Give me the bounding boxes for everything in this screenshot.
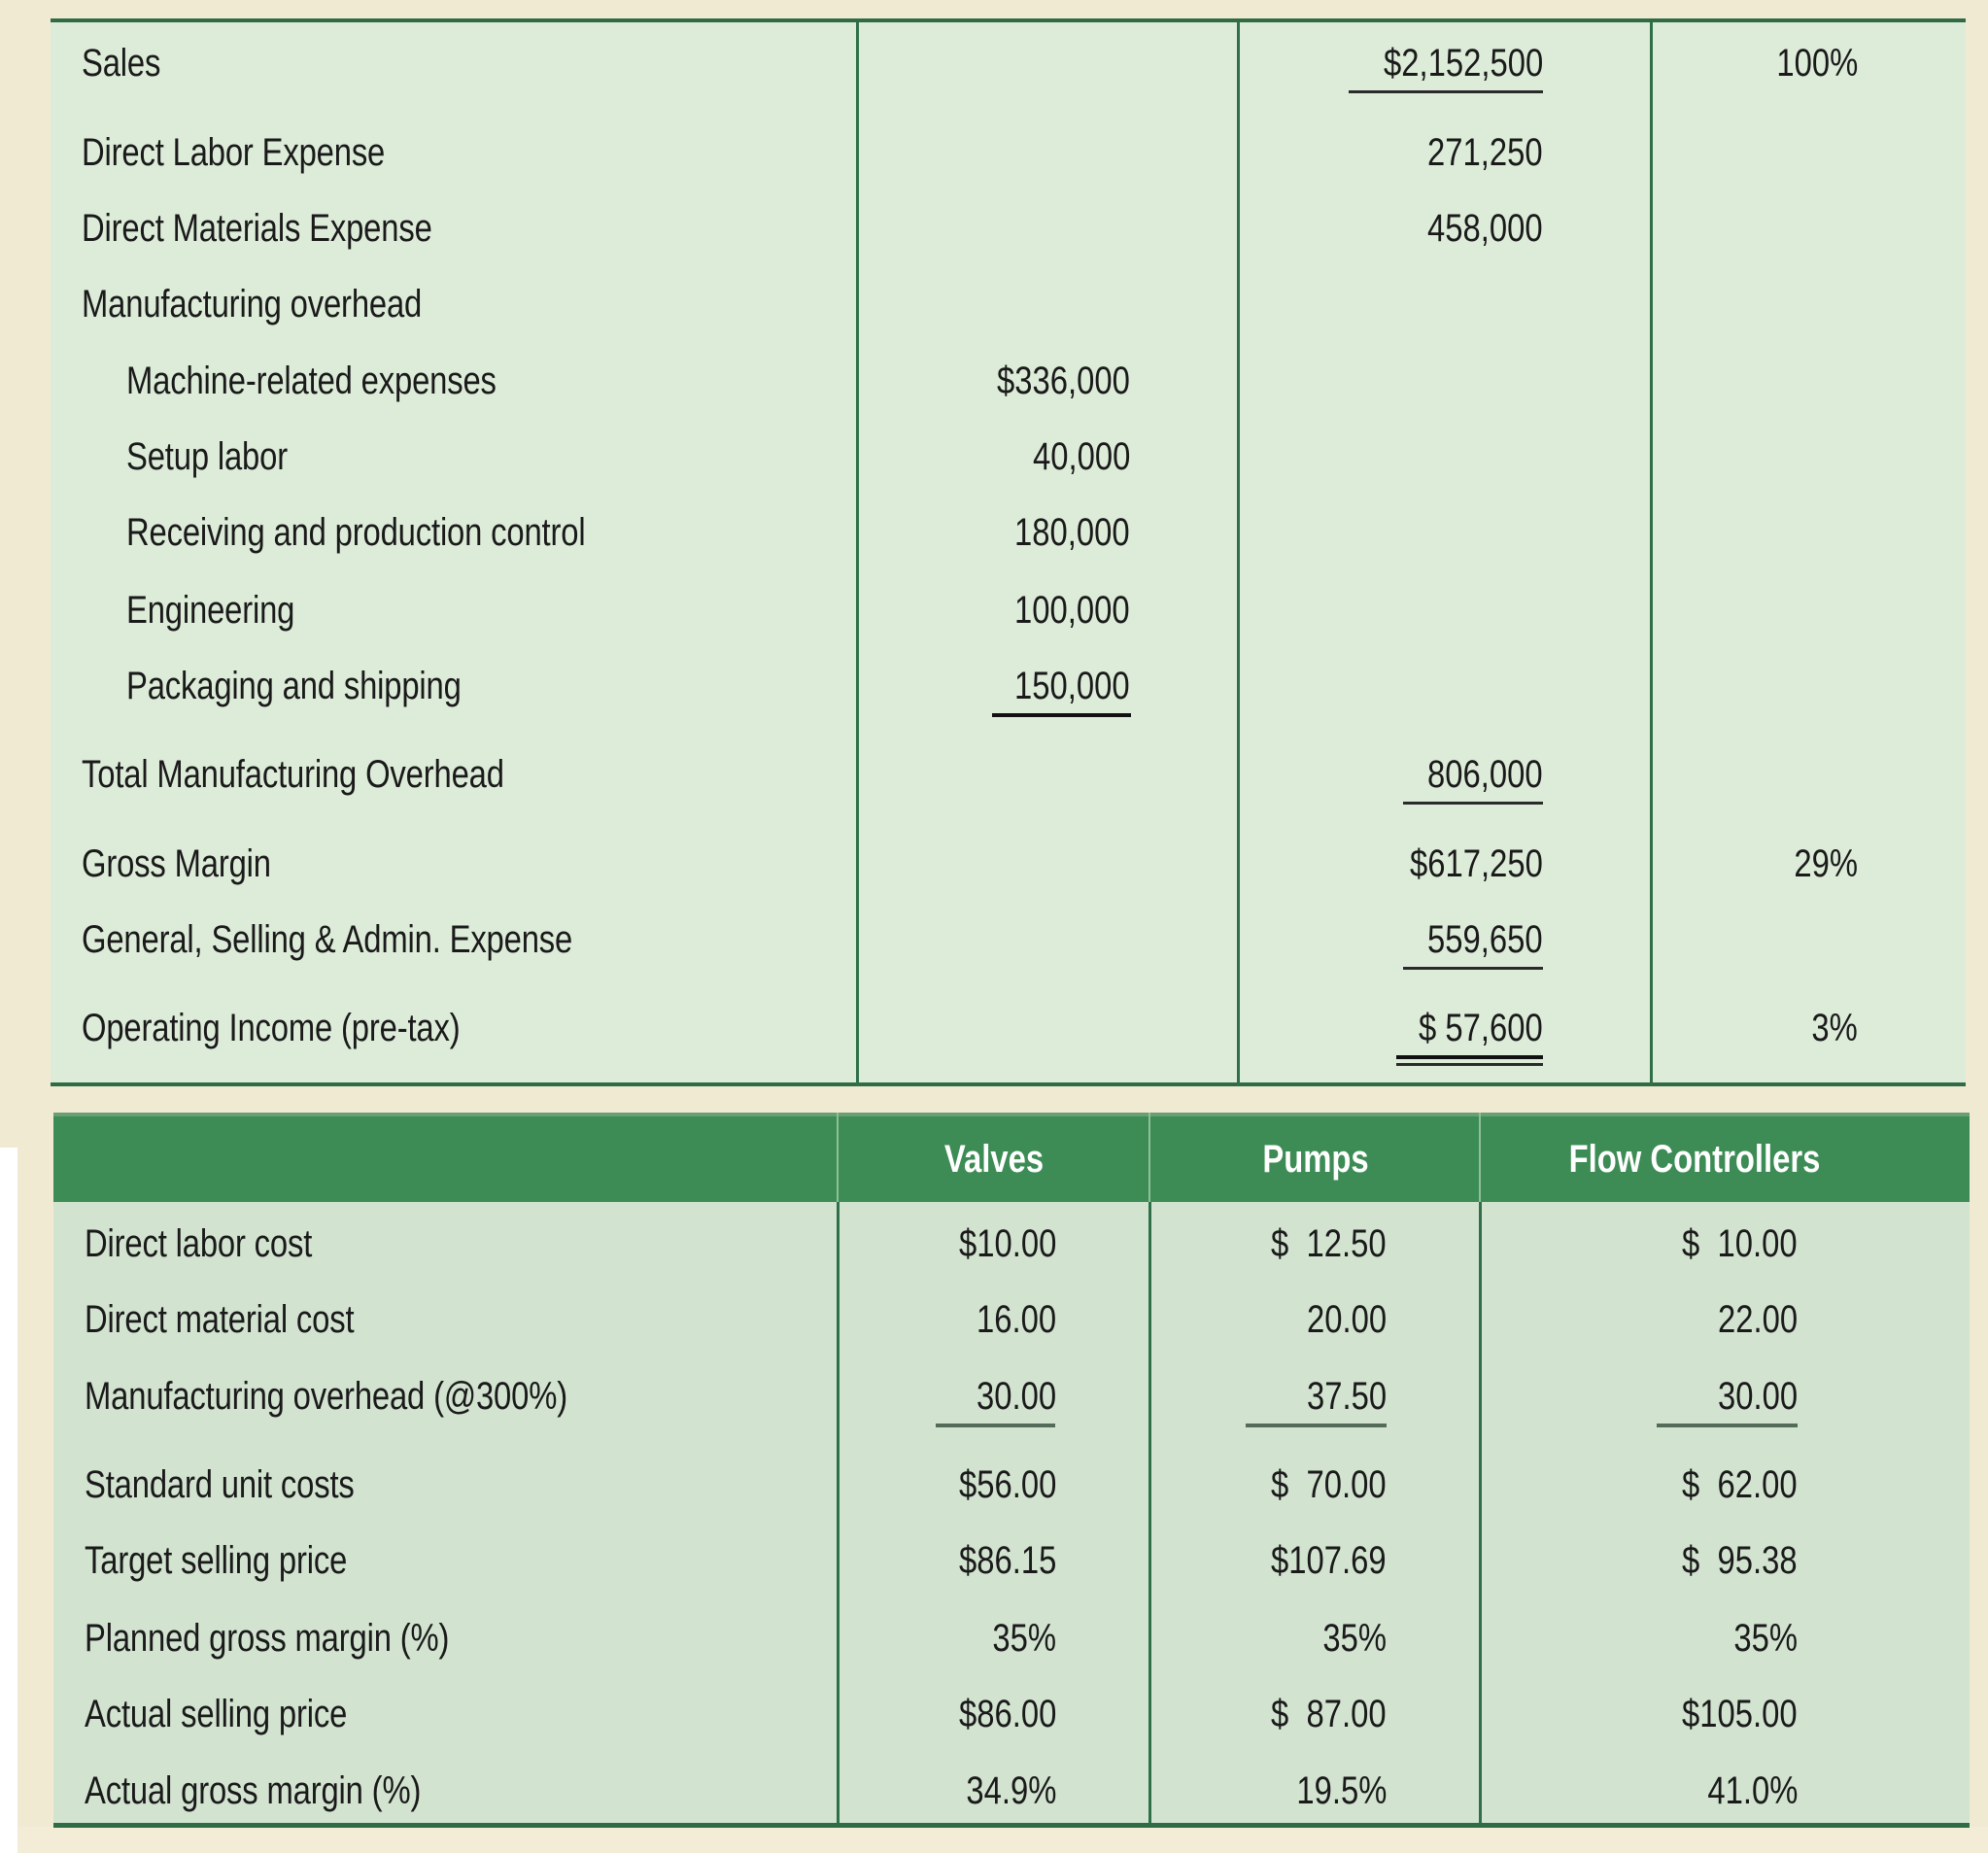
- flow-direct-material: 22.00: [1717, 1298, 1798, 1341]
- row-label-sales: Sales: [82, 42, 161, 85]
- amount-direct-materials: 458,000: [1427, 207, 1543, 250]
- double-underline-top: [1396, 1055, 1543, 1059]
- column-divider: [1650, 22, 1653, 1086]
- header-divider: [837, 1113, 839, 1202]
- header-divider: [1479, 1113, 1481, 1202]
- row-label-manufacturing-overhead: Manufacturing overhead: [82, 283, 423, 326]
- row-label-machine-related: Machine-related expenses: [126, 360, 497, 402]
- column-divider: [837, 1202, 840, 1823]
- row-label-actual-gross-margin: Actual gross margin (%): [85, 1769, 422, 1812]
- percent-operating-income: 3%: [1811, 1007, 1858, 1049]
- amount-operating-income: $ 57,600: [1419, 1007, 1543, 1049]
- row-label-actual-selling-price: Actual selling price: [85, 1693, 348, 1735]
- row-label-manufacturing-overhead: Manufacturing overhead (@300%): [85, 1375, 567, 1418]
- header-divider: [1148, 1113, 1150, 1202]
- amount-total-overhead: 806,000: [1427, 753, 1543, 796]
- detail-receiving: 180,000: [1014, 511, 1130, 554]
- page-margin: [0, 1148, 17, 1853]
- table-header: Valves Pumps Flow Controllers: [53, 1113, 1970, 1202]
- income-statement-table: Sales Direct Labor Expense Direct Materi…: [51, 18, 1966, 1086]
- amount-direct-labor: 271,250: [1427, 131, 1543, 174]
- row-label-total-overhead: Total Manufacturing Overhead: [82, 753, 504, 796]
- unit-cost-table: Valves Pumps Flow Controllers Direct lab…: [53, 1113, 1970, 1828]
- pumps-actual-price: $ 87.00: [1271, 1693, 1387, 1735]
- row-label-direct-material-cost: Direct material cost: [85, 1298, 355, 1341]
- row-label-gross-margin: Gross Margin: [82, 842, 271, 885]
- flow-overhead: 30.00: [1717, 1375, 1798, 1418]
- header-pumps: Pumps: [1262, 1138, 1369, 1181]
- flow-planned-margin: 35%: [1733, 1617, 1798, 1660]
- row-label-gsa-expense: General, Selling & Admin. Expense: [82, 918, 573, 961]
- page-margin-bottom: [17, 1827, 1988, 1853]
- percent-gross-margin: 29%: [1794, 842, 1858, 885]
- pumps-target-price: $107.69: [1271, 1539, 1387, 1582]
- column-divider: [1479, 1202, 1482, 1823]
- row-label-packaging: Packaging and shipping: [126, 665, 462, 707]
- gsa-underline: [1403, 967, 1543, 970]
- header-valves: Valves: [943, 1138, 1045, 1181]
- pumps-subtotal-underline: [1246, 1424, 1387, 1427]
- percent-sales: 100%: [1776, 42, 1858, 85]
- pumps-planned-margin: 35%: [1322, 1617, 1387, 1660]
- row-label-target-selling-price: Target selling price: [85, 1539, 348, 1582]
- row-label-direct-labor-cost: Direct labor cost: [85, 1222, 313, 1265]
- row-label-standard-unit-costs: Standard unit costs: [85, 1463, 355, 1506]
- row-label-setup-labor: Setup labor: [126, 435, 288, 478]
- flow-direct-labor: $ 10.00: [1682, 1222, 1798, 1265]
- detail-machine-related: $336,000: [997, 360, 1130, 402]
- valves-standard-cost: $56.00: [958, 1463, 1056, 1506]
- double-underline-bottom: [1396, 1063, 1543, 1066]
- row-label-receiving: Receiving and production control: [126, 511, 586, 554]
- detail-packaging: 150,000: [1014, 665, 1130, 707]
- row-label-direct-labor: Direct Labor Expense: [82, 131, 386, 174]
- valves-planned-margin: 35%: [992, 1617, 1056, 1660]
- valves-actual-price: $86.00: [958, 1693, 1056, 1735]
- subtotal-underline: [992, 713, 1131, 717]
- column-divider: [856, 22, 859, 1086]
- flow-subtotal-underline: [1657, 1424, 1798, 1427]
- flow-actual-price: $105.00: [1682, 1693, 1798, 1735]
- detail-setup-labor: 40,000: [1032, 435, 1130, 478]
- pumps-direct-labor: $ 12.50: [1271, 1222, 1387, 1265]
- pumps-overhead: 37.50: [1306, 1375, 1387, 1418]
- detail-engineering: 100,000: [1014, 589, 1130, 632]
- valves-subtotal-underline: [936, 1424, 1055, 1427]
- row-label-engineering: Engineering: [126, 589, 295, 632]
- header-flow-controllers: Flow Controllers: [1568, 1138, 1821, 1181]
- flow-actual-margin: 41.0%: [1706, 1769, 1798, 1812]
- flow-standard-cost: $ 62.00: [1682, 1463, 1798, 1506]
- pumps-standard-cost: $ 70.00: [1271, 1463, 1387, 1506]
- valves-direct-material: 16.00: [976, 1298, 1056, 1341]
- valves-actual-margin: 34.9%: [965, 1769, 1056, 1812]
- row-label-operating-income: Operating Income (pre-tax): [82, 1007, 461, 1049]
- column-divider: [1237, 22, 1240, 1086]
- pumps-actual-margin: 19.5%: [1295, 1769, 1387, 1812]
- amount-gsa-expense: 559,650: [1427, 918, 1543, 961]
- column-divider: [1148, 1202, 1151, 1823]
- amount-gross-margin: $617,250: [1410, 842, 1543, 885]
- amount-sales: $2,152,500: [1383, 42, 1543, 85]
- flow-target-price: $ 95.38: [1682, 1539, 1798, 1582]
- sales-underline: [1349, 90, 1543, 93]
- total-overhead-underline: [1403, 802, 1543, 805]
- valves-overhead: 30.00: [976, 1375, 1056, 1418]
- valves-direct-labor: $10.00: [958, 1222, 1056, 1265]
- valves-target-price: $86.15: [958, 1539, 1056, 1582]
- row-label-planned-gross-margin: Planned gross margin (%): [85, 1617, 450, 1660]
- pumps-direct-material: 20.00: [1306, 1298, 1387, 1341]
- row-label-direct-materials: Direct Materials Expense: [82, 207, 432, 250]
